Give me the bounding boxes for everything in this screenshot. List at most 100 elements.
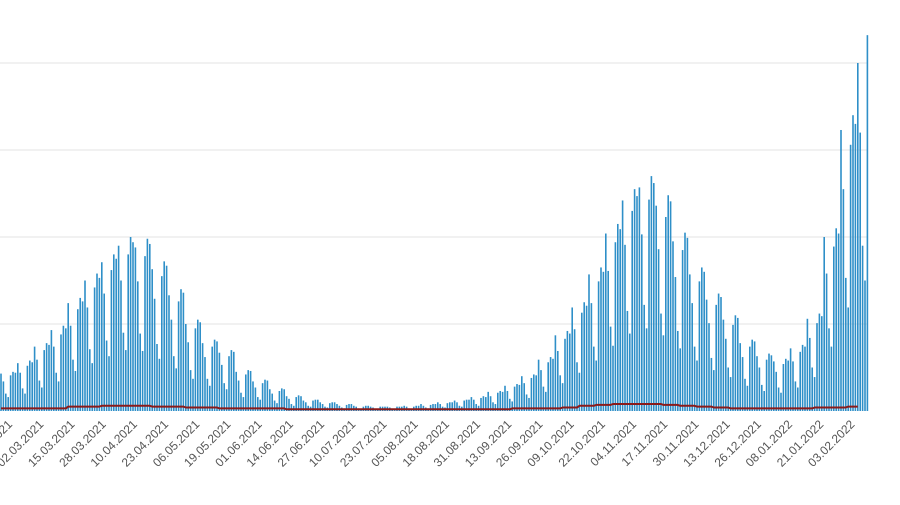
bar bbox=[552, 358, 554, 411]
bar bbox=[530, 377, 533, 411]
bar bbox=[672, 241, 674, 411]
bar bbox=[485, 397, 487, 411]
bar bbox=[139, 333, 141, 411]
bar bbox=[765, 359, 768, 411]
bar bbox=[127, 254, 129, 411]
bar bbox=[571, 307, 573, 411]
bar bbox=[547, 362, 549, 411]
bar bbox=[470, 397, 473, 411]
bar bbox=[12, 371, 14, 411]
bar bbox=[761, 384, 763, 411]
bar bbox=[14, 372, 17, 411]
bar bbox=[350, 404, 353, 411]
bar bbox=[780, 392, 782, 411]
bar bbox=[129, 237, 132, 411]
bar bbox=[825, 273, 828, 411]
bar bbox=[69, 325, 72, 411]
bar bbox=[463, 400, 465, 411]
bar bbox=[540, 370, 542, 411]
bar bbox=[722, 319, 725, 411]
bar bbox=[225, 389, 228, 411]
bar bbox=[715, 304, 717, 411]
bar bbox=[751, 339, 753, 411]
bar bbox=[717, 293, 720, 411]
bar bbox=[105, 340, 108, 411]
bar bbox=[74, 370, 77, 411]
bar bbox=[21, 388, 24, 411]
bar bbox=[48, 344, 50, 411]
bar bbox=[221, 364, 223, 411]
bar bbox=[288, 398, 290, 411]
bar bbox=[777, 387, 780, 411]
bar bbox=[813, 377, 816, 411]
bar bbox=[281, 388, 283, 411]
bar bbox=[125, 350, 127, 411]
bar bbox=[614, 242, 617, 411]
bar bbox=[38, 380, 41, 411]
bar bbox=[60, 334, 62, 411]
bar bbox=[679, 348, 681, 411]
bar bbox=[36, 359, 38, 411]
bar bbox=[703, 271, 705, 411]
bar bbox=[804, 346, 806, 411]
bar bbox=[701, 267, 703, 411]
bar bbox=[581, 312, 583, 411]
bar bbox=[158, 358, 161, 411]
bar bbox=[273, 400, 276, 411]
bar bbox=[19, 372, 21, 411]
bar bbox=[492, 402, 494, 411]
bar bbox=[516, 384, 518, 411]
bar bbox=[5, 393, 7, 411]
bar bbox=[648, 199, 650, 411]
bar bbox=[705, 299, 708, 411]
bar bbox=[108, 356, 110, 411]
bar bbox=[691, 303, 693, 411]
bar bbox=[667, 195, 669, 411]
bar bbox=[252, 381, 254, 411]
bar bbox=[86, 307, 89, 411]
bar bbox=[67, 303, 69, 411]
bar bbox=[494, 404, 497, 411]
bar bbox=[631, 210, 633, 411]
bar bbox=[753, 341, 756, 411]
bar bbox=[319, 402, 321, 411]
bar bbox=[93, 287, 96, 411]
bar bbox=[17, 363, 19, 411]
bar bbox=[62, 325, 65, 411]
bar bbox=[261, 383, 264, 411]
bar bbox=[156, 344, 158, 411]
bar bbox=[845, 277, 847, 411]
bar bbox=[866, 35, 869, 411]
bar bbox=[173, 356, 175, 411]
bar bbox=[645, 328, 648, 411]
bar bbox=[429, 404, 432, 411]
bar bbox=[609, 326, 612, 411]
bar bbox=[607, 270, 609, 411]
bar bbox=[55, 372, 57, 411]
bar bbox=[185, 324, 187, 411]
bar bbox=[329, 403, 331, 411]
bar bbox=[285, 396, 288, 411]
bar bbox=[312, 400, 314, 411]
bar bbox=[302, 400, 305, 411]
bar bbox=[864, 280, 866, 411]
bar bbox=[305, 402, 307, 411]
bar bbox=[192, 378, 194, 411]
bar bbox=[561, 383, 564, 411]
bar bbox=[235, 371, 237, 411]
bar bbox=[775, 371, 777, 411]
bar bbox=[24, 393, 26, 411]
bar bbox=[797, 387, 799, 411]
bar bbox=[729, 377, 732, 411]
bar bbox=[823, 237, 825, 411]
bar bbox=[653, 183, 655, 411]
bar bbox=[513, 386, 516, 411]
bar bbox=[475, 404, 477, 411]
bar bbox=[180, 289, 182, 411]
bar bbox=[117, 245, 120, 411]
bar bbox=[542, 386, 545, 411]
bar bbox=[734, 315, 737, 411]
bar bbox=[50, 330, 53, 411]
bar bbox=[81, 301, 84, 411]
